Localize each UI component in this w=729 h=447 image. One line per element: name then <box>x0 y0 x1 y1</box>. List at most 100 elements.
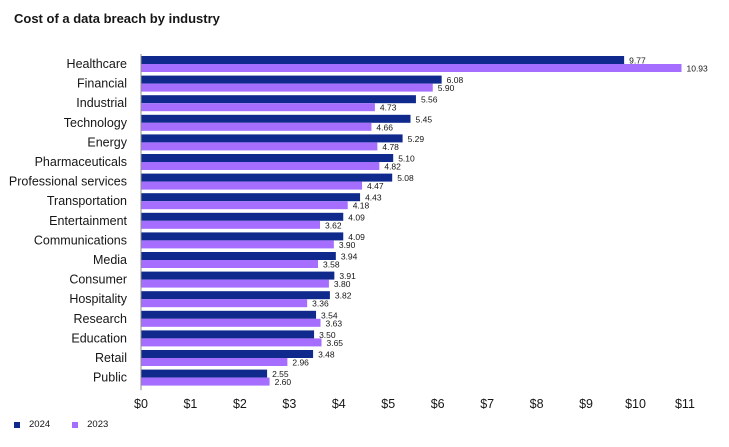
value-label-2023-education: 3.65 <box>326 338 343 348</box>
bar-2024-energy <box>141 134 403 143</box>
value-label-2023-public: 2.60 <box>275 377 292 387</box>
value-label-2023-technology: 4.66 <box>376 122 393 132</box>
bar-2023-healthcare <box>141 64 682 72</box>
x-tick-label: $6 <box>431 397 445 411</box>
bar-2024-public <box>141 369 268 378</box>
chart-legend: 2024 2023 <box>14 419 108 430</box>
bar-2023-energy <box>141 142 378 151</box>
value-label-2023-communications: 3.90 <box>339 240 356 250</box>
value-label-2024-hospitality: 3.82 <box>335 291 352 301</box>
value-label-2024-industrial: 5.56 <box>421 95 438 105</box>
bar-2023-technology <box>141 122 372 131</box>
bar-2024-transportation <box>141 193 361 202</box>
value-label-2023-healthcare: 10.93 <box>686 64 708 74</box>
bar-2023-research <box>141 318 321 327</box>
category-label-research: Research <box>74 312 128 326</box>
value-label-2024-consumer: 3.91 <box>339 271 356 281</box>
bar-2024-hospitality <box>141 291 330 300</box>
bar-2024-pharmaceuticals <box>141 154 394 162</box>
value-label-2024-entertainment: 4.09 <box>348 212 365 222</box>
bar-2024-research <box>141 310 317 319</box>
bar-2023-industrial <box>141 103 375 112</box>
x-tick-label: $0 <box>134 397 148 411</box>
bar-2024-industrial <box>141 95 416 104</box>
value-label-2023-energy: 4.78 <box>382 142 399 152</box>
value-label-2024-education: 3.50 <box>319 330 336 340</box>
bar-2023-media <box>141 260 319 268</box>
value-label-2023-financial: 5.90 <box>438 83 455 93</box>
x-tick-label: $7 <box>480 397 494 411</box>
value-label-2023-industrial: 4.73 <box>380 103 397 113</box>
category-label-education: Education <box>71 331 127 345</box>
value-label-2024-public: 2.55 <box>272 369 289 379</box>
bar-2023-retail <box>141 358 288 366</box>
category-label-industrial: Industrial <box>76 96 127 110</box>
value-label-2023-pharmaceuticals: 4.82 <box>384 162 401 172</box>
legend-label-2024: 2024 <box>29 419 51 430</box>
bar-2024-consumer <box>141 271 335 280</box>
value-label-2023-research: 3.63 <box>326 318 343 328</box>
chart-title: Cost of a data breach by industry <box>14 11 220 26</box>
bar-2023-transportation <box>141 201 348 210</box>
value-label-2024-transportation: 4.43 <box>365 193 382 203</box>
bar-2023-public <box>141 377 270 386</box>
value-label-2023-retail: 2.96 <box>292 358 309 368</box>
value-label-2024-technology: 5.45 <box>416 114 433 124</box>
bar-2023-entertainment <box>141 220 321 229</box>
category-label-communications: Communications <box>34 233 127 247</box>
bar-2024-professional-services <box>141 173 393 182</box>
value-label-2024-healthcare: 9.77 <box>629 56 646 66</box>
value-label-2023-entertainment: 3.62 <box>325 220 342 230</box>
value-label-2023-transportation: 4.18 <box>353 201 370 211</box>
category-label-retail: Retail <box>95 351 127 365</box>
legend-item-2023: 2023 <box>72 419 108 430</box>
bar-2024-entertainment <box>141 212 344 221</box>
value-label-2024-energy: 5.29 <box>408 134 425 144</box>
x-tick-label: $8 <box>530 397 544 411</box>
category-label-hospitality: Hospitality <box>69 292 127 306</box>
value-label-2023-professional-services: 4.47 <box>367 181 384 191</box>
value-label-2024-pharmaceuticals: 5.10 <box>398 154 415 164</box>
legend-item-2024: 2024 <box>14 419 50 430</box>
legend-swatch-2023 <box>72 421 79 428</box>
legend-label-2023: 2023 <box>87 419 109 430</box>
value-label-2024-communications: 4.09 <box>348 232 365 242</box>
bar-2024-communications <box>141 232 344 241</box>
value-label-2024-research: 3.54 <box>321 310 338 320</box>
category-label-entertainment: Entertainment <box>49 214 127 228</box>
bar-2023-consumer <box>141 279 329 288</box>
bar-2024-healthcare <box>141 56 625 64</box>
bar-2023-communications <box>141 240 334 249</box>
bar-2023-financial <box>141 83 433 92</box>
x-tick-label: $11 <box>675 397 695 411</box>
bar-2024-technology <box>141 114 411 123</box>
category-label-public: Public <box>93 371 127 385</box>
category-label-media: Media <box>93 253 127 267</box>
x-tick-label: $10 <box>625 397 646 411</box>
x-tick-label: $5 <box>381 397 395 411</box>
value-label-2024-financial: 6.08 <box>447 75 464 85</box>
category-label-consumer: Consumer <box>69 273 127 287</box>
bar-2023-professional-services <box>141 181 363 190</box>
value-label-2023-hospitality: 3.36 <box>312 299 329 309</box>
legend-swatch-2024 <box>14 421 20 428</box>
value-label-2024-media: 3.94 <box>341 252 358 262</box>
x-tick-label: $3 <box>282 397 296 411</box>
category-label-technology: Technology <box>64 116 128 130</box>
bar-2024-education <box>141 330 315 339</box>
value-label-2024-retail: 3.48 <box>318 350 335 360</box>
x-tick-label: $4 <box>332 397 346 411</box>
bar-chart: Healthcare 9.77 10.93 Financial 6.085.90 Indu… <box>9 54 708 411</box>
category-label-transportation: Transportation <box>47 194 127 208</box>
x-tick-label: $9 <box>579 397 593 411</box>
category-label-financial: Financial <box>77 77 127 91</box>
bar-2023-hospitality <box>141 299 308 308</box>
value-label-2024-professional-services: 5.08 <box>397 173 414 183</box>
category-label-pharmaceuticals: Pharmaceuticals <box>35 155 127 169</box>
category-label-professional-services: Professional services <box>9 175 127 189</box>
bar-2023-pharmaceuticals <box>141 162 380 170</box>
bar-2023-education <box>141 338 322 347</box>
category-label-energy: Energy <box>87 135 127 149</box>
bar-2024-retail <box>141 350 314 358</box>
bar-2024-financial <box>141 75 442 84</box>
